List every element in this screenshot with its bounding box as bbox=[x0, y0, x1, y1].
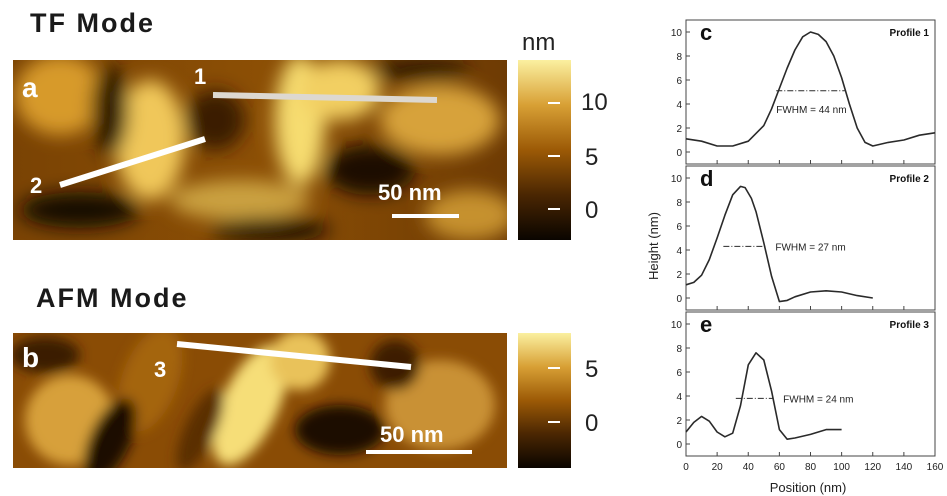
profile-curve bbox=[685, 352, 842, 440]
scale-bar-label-top: 50 nm bbox=[378, 180, 442, 205]
y-tick-label: 6 bbox=[676, 76, 682, 87]
afm-mode-title: AFM Mode bbox=[36, 283, 189, 313]
profile-title: Profile 3 bbox=[890, 320, 930, 331]
y-tick-label: 0 bbox=[676, 148, 682, 159]
panel-letter-b: b bbox=[22, 342, 39, 373]
y-tick-label: 2 bbox=[676, 270, 682, 281]
panel-letter-d: d bbox=[700, 166, 713, 191]
y-tick-label: 8 bbox=[676, 198, 682, 209]
profile-chart-c: 0 2 4 6 8 10 c Profile 1 FWHM = 44 nm bbox=[671, 19, 936, 165]
plot-frame bbox=[685, 19, 936, 165]
fwhm-annotation: FWHM = 44 nm bbox=[776, 105, 846, 116]
y-tick-label: 0 bbox=[676, 440, 682, 451]
profile-title: Profile 1 bbox=[890, 28, 930, 39]
y-tick-label: 10 bbox=[671, 174, 683, 185]
colorbar-top-tick-0: 0 bbox=[585, 197, 598, 224]
y-tick-label: 2 bbox=[676, 124, 682, 135]
x-tick-label: 160 bbox=[927, 462, 944, 473]
x-tick-label: 40 bbox=[743, 462, 755, 473]
line-label-1: 1 bbox=[194, 64, 206, 89]
colorbar-top-tick-10: 10 bbox=[581, 89, 608, 116]
profile-chart-d: 0 2 4 6 8 10 d Profile 2 FWHM = 27 nm bbox=[671, 165, 936, 311]
y-tick-label: 8 bbox=[676, 344, 682, 355]
panel-letter-a: a bbox=[22, 72, 38, 103]
y-tick-label: 2 bbox=[676, 416, 682, 427]
colorbar-top bbox=[518, 60, 571, 240]
y-axis-label: Height (nm) bbox=[646, 212, 661, 280]
y-tick-label: 8 bbox=[676, 52, 682, 63]
y-tick-label: 10 bbox=[671, 320, 683, 331]
scale-bar-label-bottom: 50 nm bbox=[380, 422, 444, 447]
profile-title: Profile 2 bbox=[890, 174, 930, 185]
profile-curve bbox=[685, 185, 873, 303]
afm-mode-image-lines bbox=[176, 341, 472, 454]
x-tick-label: 80 bbox=[805, 462, 817, 473]
line-label-3: 3 bbox=[154, 357, 166, 382]
y-tick-label: 6 bbox=[676, 368, 682, 379]
panel-letter-c: c bbox=[700, 20, 712, 45]
x-tick-label: 100 bbox=[833, 462, 850, 473]
y-tick-label: 0 bbox=[676, 294, 682, 305]
x-axis-label: Position (nm) bbox=[770, 480, 847, 495]
x-tick-label: 0 bbox=[683, 462, 689, 473]
profile-curve bbox=[685, 31, 936, 147]
colorbar-unit: nm bbox=[522, 29, 555, 56]
x-tick-label: 120 bbox=[864, 462, 881, 473]
colorbar-top-tick-5: 5 bbox=[585, 144, 598, 171]
y-tick-label: 6 bbox=[676, 222, 682, 233]
afm-mode-image bbox=[13, 333, 507, 468]
colorbar-bottom-tick-5: 5 bbox=[585, 356, 598, 383]
line-label-2: 2 bbox=[30, 173, 42, 198]
fwhm-annotation: FWHM = 24 nm bbox=[783, 394, 853, 405]
fwhm-annotation: FWHM = 27 nm bbox=[775, 242, 845, 253]
y-tick-label: 4 bbox=[676, 100, 682, 111]
x-tick-label: 20 bbox=[712, 462, 724, 473]
tf-mode-title: TF Mode bbox=[30, 8, 155, 38]
x-tick-label: 60 bbox=[774, 462, 786, 473]
tf-mode-image bbox=[13, 60, 507, 240]
colorbar-bottom bbox=[518, 333, 571, 468]
colorbar-bottom-tick-0: 0 bbox=[585, 410, 598, 437]
plot-frame bbox=[685, 165, 936, 311]
tf-mode-image-lines bbox=[59, 92, 459, 218]
x-tick-label: 140 bbox=[896, 462, 913, 473]
y-tick-label: 10 bbox=[671, 28, 683, 39]
panel-letter-e: e bbox=[700, 312, 712, 337]
y-tick-label: 4 bbox=[676, 392, 682, 403]
y-tick-label: 4 bbox=[676, 246, 682, 257]
